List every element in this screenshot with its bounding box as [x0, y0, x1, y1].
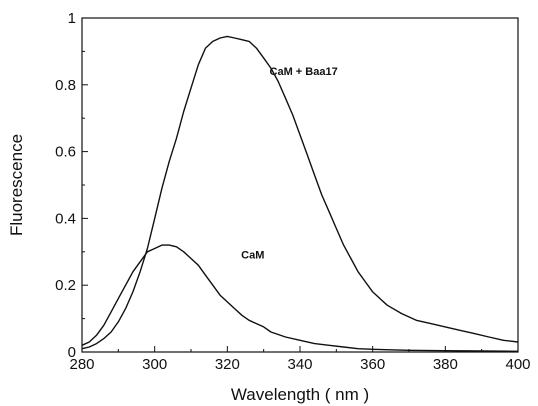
tick-labels: 280 300 320 340 360 380 400 0 0.2 0.4 0.6 0.8 1: [55, 10, 530, 373]
series-annotation: CaM + Baa17: [270, 66, 338, 78]
y-tick-label: 0.4: [55, 210, 76, 227]
x-axis-title: Wavelength ( nm ): [231, 385, 369, 404]
y-tick-label: 0.2: [55, 277, 76, 294]
x-tick-label: 340: [287, 356, 312, 373]
x-tick-label: 280: [69, 356, 94, 373]
series-lines: [81, 35, 519, 352]
series-annotations: CaM + Baa17 CaM: [241, 66, 338, 262]
x-tick-label: 380: [433, 356, 458, 373]
series-annotation: CaM: [241, 249, 264, 261]
y-axis-title: Fluorescence: [7, 134, 26, 236]
x-tick-label: 300: [142, 356, 167, 373]
y-tick-label: 0.6: [55, 144, 76, 161]
x-tick-label: 320: [215, 356, 240, 373]
series-line-cam: [81, 244, 519, 352]
x-tick-label: 360: [360, 356, 385, 373]
y-tick-label: 0.8: [55, 77, 76, 94]
y-tick-label: 0: [68, 344, 76, 361]
y-tick-label: 1: [68, 10, 76, 27]
x-tick-label: 400: [505, 356, 530, 373]
series-line-cam-baa17: [81, 35, 519, 350]
